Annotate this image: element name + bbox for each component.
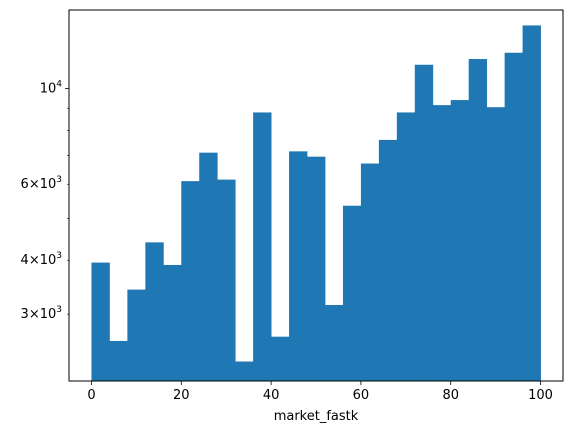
histogram-bar <box>91 262 110 381</box>
y-tick-label: 4×103 <box>21 251 62 268</box>
histogram-bar <box>145 242 164 381</box>
histogram-bar <box>127 289 146 381</box>
histogram-bar <box>271 336 290 381</box>
histogram-bar <box>486 107 506 381</box>
histogram-bar <box>307 156 326 381</box>
x-tick-label: 60 <box>353 388 370 403</box>
y-axis: 104 3×103 4×103 6×103 <box>21 79 69 322</box>
y-tick-label: 3×103 <box>21 305 62 322</box>
histogram-bar <box>342 205 362 381</box>
histogram-bar <box>378 139 398 381</box>
x-axis: 0 20 40 60 80 100 <box>87 381 553 403</box>
histogram-bar <box>396 112 416 381</box>
bar-group <box>91 25 541 382</box>
histogram-bar <box>468 59 488 381</box>
histogram-bar <box>163 264 182 381</box>
x-tick-label: 20 <box>173 388 190 403</box>
histogram-bar <box>432 105 452 381</box>
histogram-bar <box>109 340 128 381</box>
histogram-bar <box>414 64 434 382</box>
histogram-bar <box>181 181 200 381</box>
y-tick-label: 104 <box>40 79 63 96</box>
y-tick-label: 6×103 <box>21 175 62 192</box>
histogram-bar <box>235 361 254 381</box>
histogram-bar <box>324 305 344 381</box>
histogram-bar <box>504 52 523 382</box>
histogram-bar <box>450 100 470 382</box>
histogram-bar <box>289 151 308 381</box>
x-tick-label: 40 <box>263 388 280 403</box>
x-axis-label: market_fastk <box>274 409 359 424</box>
x-tick-label: 80 <box>442 388 459 403</box>
x-tick-label: 0 <box>87 388 95 403</box>
histogram-bar <box>522 25 541 382</box>
histogram-bar <box>199 152 218 381</box>
x-tick-label: 100 <box>528 388 553 403</box>
plot-frame <box>68 9 564 382</box>
histogram-bar <box>217 179 236 381</box>
histogram-bar <box>253 112 272 381</box>
histogram-bar <box>360 163 380 381</box>
